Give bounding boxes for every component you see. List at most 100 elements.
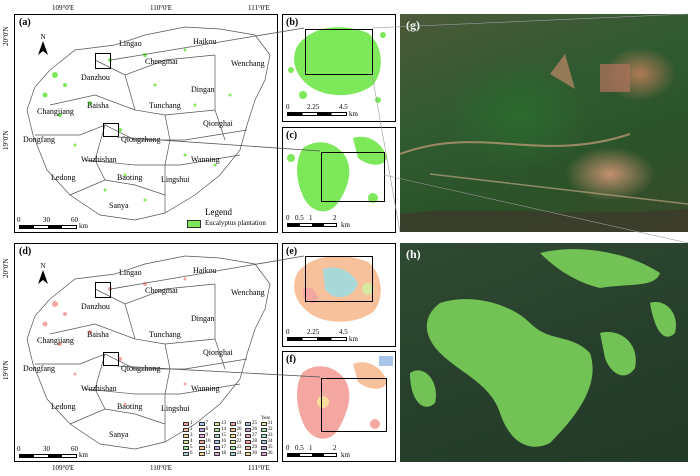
panel-label-g: (g) xyxy=(406,18,420,32)
scale-d-0: 0 xyxy=(17,445,21,453)
city-baisha: Baisha xyxy=(87,101,109,110)
inset-box-b-marker xyxy=(95,53,111,69)
scale-f-05: 0.5 xyxy=(295,444,304,452)
year-class-label: 27 xyxy=(252,433,257,438)
scale-bar-b xyxy=(287,112,347,116)
city-tunchang: Tunchang xyxy=(149,101,181,110)
city-haikou-d: Haikou xyxy=(193,266,217,275)
city-danzhou: Danzhou xyxy=(81,73,110,82)
year-swatch xyxy=(260,422,267,426)
city-changjiang-d: Changjiang xyxy=(37,336,74,345)
lat-tick-d-19: 19°0'N xyxy=(2,360,10,380)
scale-b-0: 0 xyxy=(286,103,290,111)
scale-c-0: 0 xyxy=(286,214,290,222)
city-wanning-d: Wanning xyxy=(191,384,220,393)
panel-e-inset: (e) 0 2.25 4.5 km xyxy=(282,243,396,347)
year-class-label: 34 xyxy=(267,439,273,444)
year-swatch xyxy=(183,428,189,432)
year-swatch xyxy=(183,434,189,438)
scale-e-0: 0 xyxy=(286,328,290,336)
year-swatch xyxy=(229,434,236,438)
year-swatch xyxy=(229,446,236,450)
year-class-label: 5 xyxy=(190,445,193,450)
scale-bar-d xyxy=(19,454,77,458)
panel-label-h: (h) xyxy=(406,247,421,261)
panel-c-inset: (c) 0 0.5 1 2 km xyxy=(282,127,396,233)
lat-tick-a-19: 19°0'N xyxy=(2,130,10,150)
year-swatch xyxy=(183,452,189,456)
year-swatch xyxy=(198,452,205,456)
year-swatch xyxy=(260,440,267,444)
city-changjiang: Changjiang xyxy=(37,107,74,116)
year-swatch xyxy=(198,428,205,432)
year-class-label: 28 xyxy=(252,439,257,444)
year-swatch xyxy=(245,440,251,444)
north-label-a: N xyxy=(40,33,46,41)
zoom-box-b xyxy=(305,29,373,75)
north-label-d: N xyxy=(40,262,46,270)
year-class-label: 20 xyxy=(236,427,242,432)
scale-c-2: 2 xyxy=(333,214,337,222)
year-swatch xyxy=(245,428,251,432)
year-swatch xyxy=(214,452,220,456)
city-ledong: Ledong xyxy=(51,173,76,182)
scale-d-60: 60 xyxy=(71,445,78,453)
year-class-label: 22 xyxy=(236,439,242,444)
year-class-label: 17 xyxy=(221,445,226,450)
year-class-label: 4 xyxy=(190,439,193,444)
year-class-label: 24 xyxy=(236,451,242,456)
hainan-map-a xyxy=(26,26,271,221)
year-class-label: 33 xyxy=(267,433,273,438)
legend-swatch-plantation xyxy=(187,220,201,228)
city-tunchang-d: Tunchang xyxy=(149,330,181,339)
city-qionghai-d: Qionghai xyxy=(203,348,233,357)
satellite-details-h xyxy=(410,249,676,447)
city-sanya: Sanya xyxy=(109,201,129,210)
year-class-label: 11 xyxy=(205,445,211,450)
scale-e-km: km xyxy=(349,335,358,343)
year-swatch xyxy=(260,446,267,450)
year-swatch xyxy=(245,446,251,450)
year-swatch xyxy=(260,428,267,432)
city-danzhou-d: Danzhou xyxy=(81,302,110,311)
lon-tick-d-110: 110°0'E xyxy=(150,464,173,472)
year-class-label: 14 xyxy=(221,427,226,432)
city-lingao: Lingao xyxy=(119,39,142,48)
zoom-box-f xyxy=(321,378,387,432)
year-class-label: 35 xyxy=(267,445,273,450)
year-swatch xyxy=(245,452,251,456)
city-chengmai: Chengmai xyxy=(145,57,178,66)
city-haikou: Haikou xyxy=(193,37,217,46)
inset-box-c-marker xyxy=(103,123,119,137)
year-class-label: 23 xyxy=(236,445,242,450)
year-swatch xyxy=(245,434,251,438)
city-lingshui: Lingshui xyxy=(161,175,190,184)
scale-b-225: 2.25 xyxy=(307,103,320,111)
panel-label-a: (a) xyxy=(19,17,31,28)
year-class-label: 3 xyxy=(190,433,193,438)
year-class-label: 2 xyxy=(190,427,193,432)
year-swatch xyxy=(198,440,205,444)
year-swatch xyxy=(214,422,220,426)
panel-b-inset: (b) 0 2.25 4.5 km xyxy=(282,14,396,122)
year-swatch xyxy=(214,440,220,444)
scale-f-0: 0 xyxy=(286,444,290,452)
scale-a-60: 60 xyxy=(71,216,78,224)
north-arrow-a: N xyxy=(37,33,49,57)
year-swatch xyxy=(229,428,236,432)
scale-f-1: 1 xyxy=(309,444,313,452)
legend-title: Legend xyxy=(205,207,232,217)
city-qiongzhong-d: Qiongzhong xyxy=(121,364,161,373)
scale-a-30: 30 xyxy=(43,216,50,224)
city-chengmai-d: Chengmai xyxy=(145,286,178,295)
lon-tick-d-109: 109°0'E xyxy=(52,464,75,472)
lat-tick-a-20: 20°0'N xyxy=(2,26,10,46)
year-class-label: 18 xyxy=(221,451,226,456)
year-class-label: 32 xyxy=(267,427,273,432)
city-wuzhishan-d: Wuzhishan xyxy=(81,384,117,393)
scale-d-km: km xyxy=(79,451,88,459)
north-arrow-d: N xyxy=(37,262,49,286)
city-wenchang: Wenchang xyxy=(231,59,265,68)
city-qionghai: Qionghai xyxy=(203,119,233,128)
scale-f-2: 2 xyxy=(333,444,337,452)
